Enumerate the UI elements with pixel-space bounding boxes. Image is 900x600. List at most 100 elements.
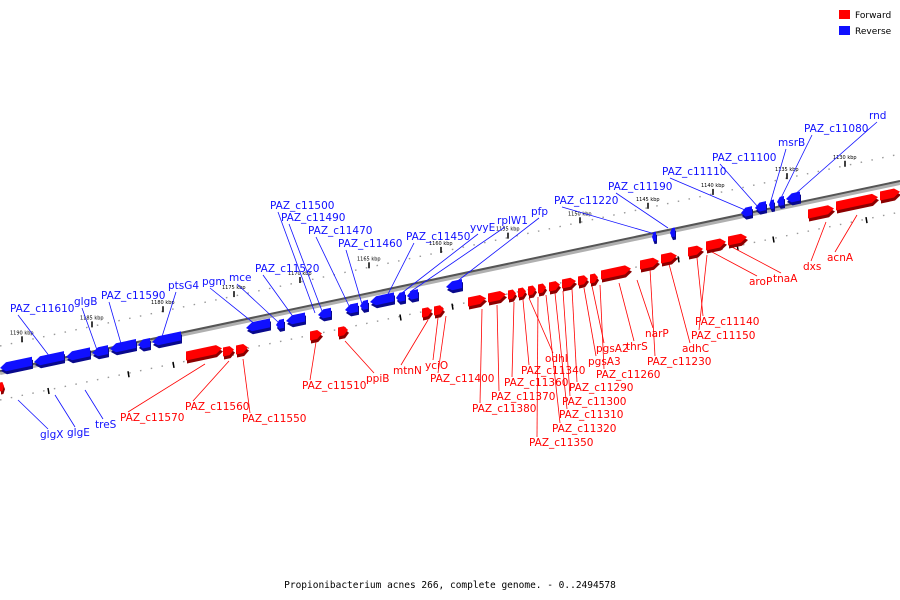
track-tick bbox=[399, 314, 402, 321]
forward-gene-arrow bbox=[223, 346, 234, 357]
reverse-gene-arrow bbox=[407, 289, 418, 300]
gene-label: PAZ_c11310 bbox=[559, 409, 623, 421]
leader-line bbox=[769, 148, 787, 205]
leader-line bbox=[344, 340, 375, 374]
leader-line bbox=[400, 319, 429, 366]
gene-label: acnA bbox=[827, 252, 854, 264]
leader-line bbox=[127, 363, 206, 413]
leader-line bbox=[698, 254, 708, 331]
gene-label: PAZ_c11300 bbox=[562, 396, 626, 408]
reverse-gene-arrow bbox=[276, 318, 284, 329]
leader-line bbox=[779, 134, 813, 201]
gene-label: PAZ_c11400 bbox=[430, 373, 494, 385]
gene-label: PAZ_c11470 bbox=[308, 225, 372, 237]
forward-gene-arrow bbox=[538, 283, 546, 294]
leader-line bbox=[545, 294, 561, 424]
leader-line bbox=[288, 223, 323, 312]
gene-label: PAZ_c11610 bbox=[10, 303, 74, 315]
gene-arrows bbox=[0, 188, 900, 395]
forward-gene-arrow bbox=[434, 305, 444, 316]
reverse-gene-arrow bbox=[246, 318, 270, 332]
leader-line bbox=[583, 287, 597, 357]
gene-label: narP bbox=[645, 328, 669, 340]
forward-gene-arrow bbox=[310, 329, 322, 341]
gene-label: PAZ_c11500 bbox=[270, 200, 334, 212]
gene-label: PAZ_c11370 bbox=[491, 391, 555, 403]
leader-line bbox=[496, 304, 500, 392]
forward-gene-arrow bbox=[578, 275, 588, 286]
leader-line bbox=[454, 217, 540, 284]
forward-gene-arrow bbox=[688, 245, 703, 257]
gene-label: PAZ_c11230 bbox=[647, 356, 711, 368]
leader-line bbox=[17, 314, 51, 358]
forward-gene-arrow bbox=[528, 285, 536, 296]
track-tick bbox=[677, 256, 680, 263]
gene-label: thrS bbox=[626, 341, 648, 353]
leader-line bbox=[315, 236, 351, 309]
forward-gene-arrow bbox=[728, 233, 747, 246]
gene-label: yvyE bbox=[470, 222, 495, 234]
leader-line bbox=[599, 284, 605, 370]
legend: Forward Reverse bbox=[839, 10, 892, 37]
forward-gene-arrow bbox=[488, 290, 506, 303]
reverse-gene-arrow bbox=[370, 292, 394, 306]
gene-label: pfp bbox=[531, 206, 548, 218]
gene-label: PAZ_c11150 bbox=[691, 330, 755, 342]
gene-label: PAZ_c11190 bbox=[608, 181, 672, 193]
scale-tick-label: 1190 kbp bbox=[10, 330, 34, 336]
gene-label: PAZ_c11510 bbox=[302, 380, 366, 392]
leader-line bbox=[479, 308, 483, 404]
gene-label: pgm bbox=[202, 276, 226, 288]
legend-forward-label: Forward bbox=[855, 11, 891, 21]
gene-label: pgsA2 bbox=[596, 343, 629, 355]
legend-forward-swatch bbox=[839, 10, 850, 19]
reverse-gene-arrow bbox=[0, 356, 32, 372]
forward-gene-arrow bbox=[549, 281, 560, 292]
scale-tick-label: 1130 kbp bbox=[833, 155, 857, 161]
scale-tick-label: 1175 kbp bbox=[222, 285, 246, 291]
gene-label: PAZ_c11490 bbox=[281, 212, 345, 224]
reverse-gene-arrow bbox=[786, 191, 800, 203]
gene-label: PAZ_c11350 bbox=[529, 437, 593, 449]
leader-line bbox=[591, 285, 605, 344]
leader-line bbox=[437, 315, 447, 374]
forward-gene-arrow bbox=[661, 252, 677, 264]
gene-label: dxs bbox=[803, 261, 821, 273]
track-tick bbox=[47, 387, 50, 395]
gene-label: pgsA3 bbox=[588, 356, 621, 368]
legend-reverse-swatch bbox=[839, 26, 850, 35]
gene-label: PAZ_c11080 bbox=[804, 123, 868, 135]
forward-gene-arrow bbox=[880, 188, 900, 201]
scale-tick-label: 1150 kbp bbox=[568, 211, 592, 217]
leader-line bbox=[159, 291, 177, 344]
gene-label: rplW1 bbox=[497, 215, 528, 227]
track-tick bbox=[127, 371, 130, 378]
gene-label: yciO bbox=[425, 360, 448, 372]
reverse-gene-arrow bbox=[670, 227, 675, 238]
reverse-gene-arrow bbox=[345, 302, 358, 314]
leader-line bbox=[309, 341, 317, 381]
leader-line bbox=[571, 288, 578, 383]
scale-tick-label: 1155 kbp bbox=[496, 227, 520, 233]
gene-label: treS bbox=[95, 419, 117, 431]
reverse-gene-arrow bbox=[34, 351, 64, 366]
reverse-gene-arrow bbox=[318, 307, 331, 319]
gene-label: mce bbox=[229, 272, 251, 284]
gene-label: PAZ_c11100 bbox=[712, 152, 776, 164]
scale-ticks: 1130 kbp 1135 kbp 1140 kbp 1145 kbp 1150 kbp… bbox=[10, 155, 868, 395]
leader-line bbox=[242, 358, 251, 414]
scale-tick-label: 1170 kbp bbox=[288, 271, 312, 277]
gene-label: PAZ_c11360 bbox=[504, 377, 568, 389]
leader-line bbox=[711, 251, 758, 277]
gene-label: glgE bbox=[67, 427, 90, 439]
gene-label: PAZ_c11520 bbox=[255, 263, 319, 275]
leader-line bbox=[636, 279, 654, 329]
leader-line bbox=[209, 287, 257, 326]
gene-label: odhI bbox=[545, 353, 568, 365]
leader-line bbox=[84, 389, 104, 420]
reverse-gene-arrow bbox=[66, 347, 90, 361]
gene-label: tnaA bbox=[773, 273, 798, 285]
gene-label: rnd bbox=[869, 110, 886, 122]
forward-gene-arrow bbox=[640, 257, 659, 270]
